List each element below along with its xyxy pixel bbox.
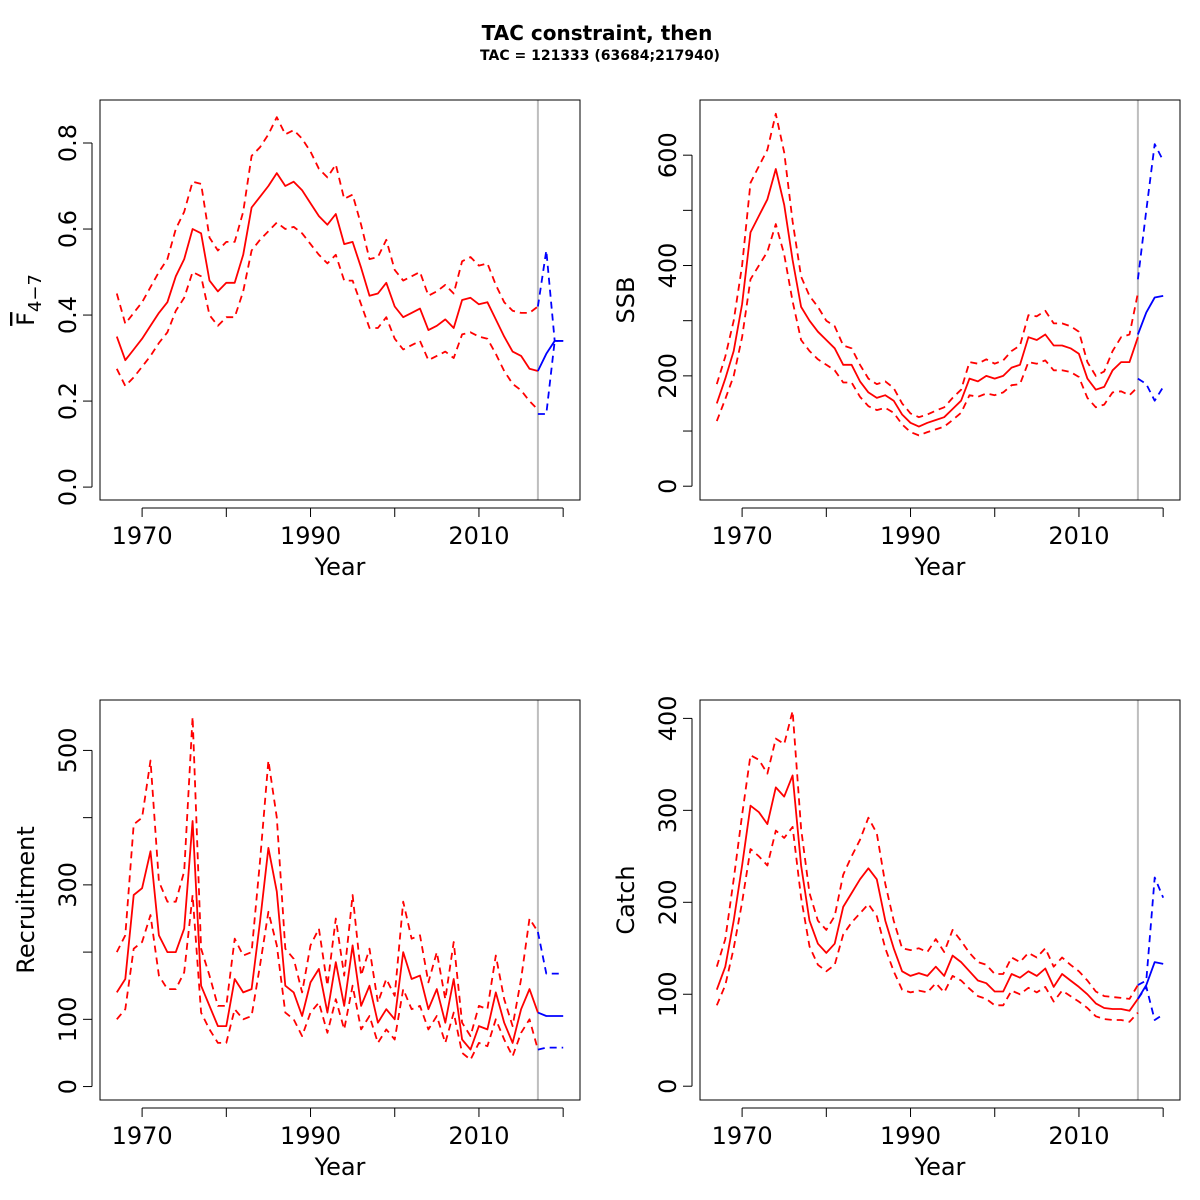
y-axis-label: F4−7 <box>12 274 46 326</box>
y-axis-label: Recruitment <box>12 826 40 973</box>
series-upper <box>115 116 539 325</box>
plot-frame <box>699 699 1181 1101</box>
series-forecast-lower <box>1137 377 1164 402</box>
y-tick-label: 100 <box>654 971 682 1017</box>
y-tick-label: 0.0 <box>54 468 82 506</box>
x-tick-label: 1990 <box>280 522 341 550</box>
y-tick-label: 0.6 <box>54 210 82 248</box>
series-forecast <box>1137 961 1164 1000</box>
x-axis-label: Year <box>314 553 366 581</box>
series-estimate <box>115 172 539 372</box>
y-tick-label: 200 <box>654 353 682 399</box>
x-tick-label: 1970 <box>112 522 173 550</box>
y-tick-label: 0 <box>54 1079 82 1094</box>
series-forecast-upper <box>537 249 564 342</box>
x-tick-label: 1970 <box>112 1122 173 1150</box>
plot-frame <box>99 99 581 501</box>
series-forecast-lower <box>537 1046 564 1051</box>
y-tick-label: 600 <box>654 132 682 178</box>
figure-title: TAC constraint, then <box>482 21 713 45</box>
x-tick-label: 2010 <box>1048 522 1109 550</box>
series-estimate <box>116 820 539 1051</box>
series-lower <box>715 826 1139 1023</box>
y-tick-label: 400 <box>654 243 682 289</box>
series-forecast <box>537 339 564 372</box>
series-estimate <box>715 774 1139 1012</box>
series-forecast-lower <box>537 339 564 415</box>
figure-subtitle: TAC = 121333 (63684;217940) <box>480 48 720 64</box>
x-tick-label: 2010 <box>448 1122 509 1150</box>
x-axis-label: Year <box>914 1153 966 1181</box>
series-estimate <box>715 168 1139 428</box>
plot-frame <box>99 699 581 1101</box>
series-forecast-lower <box>1137 986 1164 1021</box>
series-forecast-upper <box>537 931 564 975</box>
series-upper <box>715 710 1139 1000</box>
series-upper <box>715 112 1139 419</box>
y-tick-label: 0 <box>654 1079 682 1094</box>
series-forecast <box>537 1011 564 1017</box>
x-tick-label: 2010 <box>1048 1122 1109 1150</box>
y-tick-label: 300 <box>54 862 82 908</box>
series-lower <box>715 223 1139 437</box>
x-tick-label: 1970 <box>712 522 773 550</box>
y-axis-label: SSB <box>612 277 640 324</box>
y-tick-label: 0.8 <box>54 124 82 162</box>
y-tick-label: 400 <box>654 695 682 741</box>
x-tick-label: 1970 <box>712 1122 773 1150</box>
x-tick-label: 2010 <box>448 522 509 550</box>
x-axis-label: Year <box>314 1153 366 1181</box>
y-tick-label: 0.2 <box>54 382 82 420</box>
series-forecast-upper <box>1137 876 1165 986</box>
series-lower <box>115 221 539 411</box>
plot-frame <box>699 99 1181 501</box>
y-tick-label: 100 <box>54 996 82 1042</box>
x-tick-label: 1990 <box>880 1122 941 1150</box>
series-forecast-upper <box>1137 143 1165 280</box>
x-tick-label: 1990 <box>880 522 941 550</box>
series-forecast <box>1137 295 1164 335</box>
y-tick-label: 0.4 <box>54 296 82 334</box>
panel-fbar: 1970 1990 2010 Year 0.0 0.2 0.4 0.6 0.8 F4−7 <box>12 99 581 581</box>
x-axis-label: Year <box>914 553 966 581</box>
y-axis-label: Catch <box>612 865 640 934</box>
y-tick-label: 0 <box>654 479 682 494</box>
x-tick-label: 1990 <box>280 1122 341 1150</box>
y-tick-label: 200 <box>654 879 682 925</box>
y-tick-label: 500 <box>54 728 82 774</box>
y-tick-label: 300 <box>654 787 682 833</box>
panel-ssb: 1970 1990 2010 Year 0 200 400 600 SSB <box>612 99 1181 581</box>
series-lower <box>116 894 539 1061</box>
panel-catch: 1970 1990 2010 Year 0 100 200 300 400 Catch <box>612 695 1181 1181</box>
panel-recruitment: 1970 1990 2010 Year 0 100 300 500 Recruitment <box>12 699 581 1181</box>
series-upper <box>115 715 539 1037</box>
